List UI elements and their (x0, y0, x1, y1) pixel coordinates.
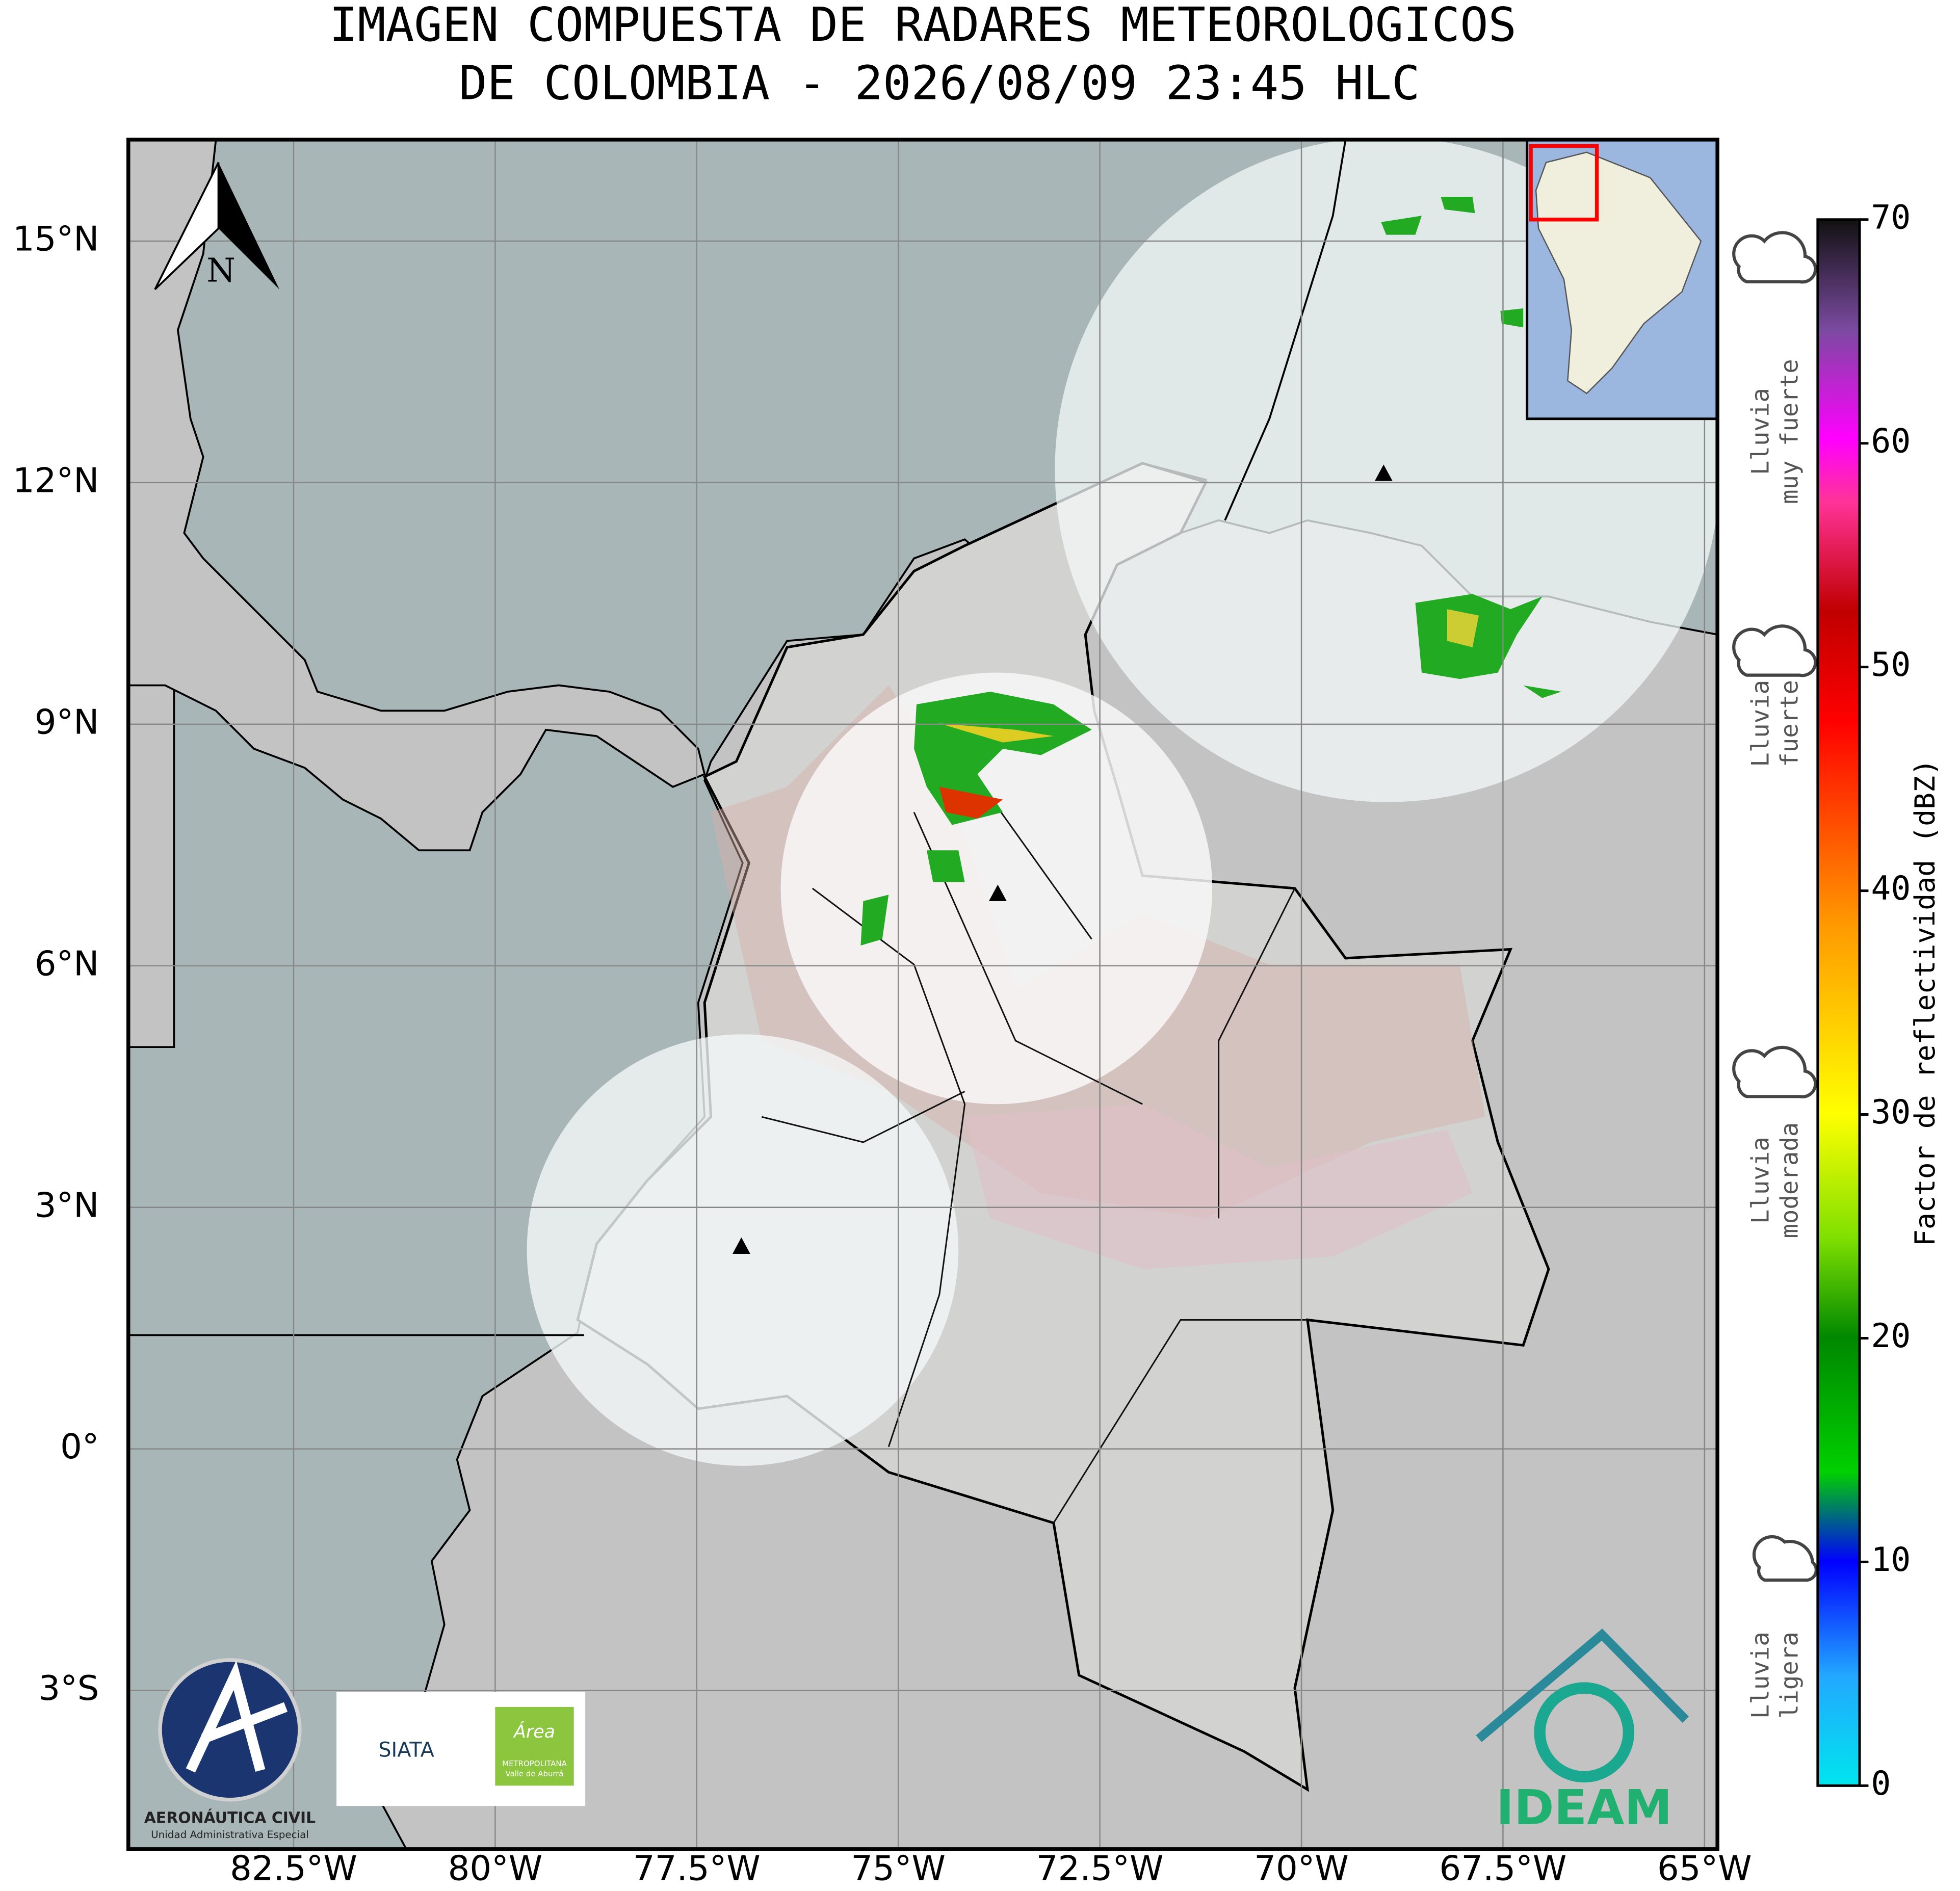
colorbar-ticks: 0 10 20 30 40 50 60 70 (1860, 198, 1911, 1803)
lon-tick-label: 82.5°W (230, 1849, 357, 1888)
admin-borders (761, 761, 1308, 1524)
ideam-logo (1476, 1629, 1689, 1742)
aerocivil-logo (186, 1660, 288, 1773)
legend-text: Lluvia (1746, 1632, 1774, 1719)
lat-tick-label: 3°N (35, 1185, 99, 1225)
title-line: DE COLOMBIA - 2026/08/09 23:45 HLC (459, 56, 1420, 111)
colorbar-tick-label: 60 (1871, 422, 1911, 460)
aerocivil-sub: Unidad Administrativa Especial (151, 1829, 309, 1841)
lon-tick-label: 77.5°W (633, 1849, 761, 1888)
legend-text: Lluvia (1746, 680, 1774, 767)
legend-text: ligera (1776, 1632, 1804, 1719)
lon-tick-label: 70°W (1254, 1849, 1349, 1888)
aerocivil-name: AERONÁUTICA CIVIL (144, 1809, 316, 1827)
area-logo (495, 1706, 574, 1786)
legend-text: moderada (1776, 1122, 1804, 1239)
colorbar-tick-label: 0 (1871, 1765, 1891, 1803)
legend-text: Lluvia (1746, 388, 1774, 475)
lat-tick-label: 12°N (13, 460, 99, 500)
ideam-logo (1534, 1682, 1635, 1783)
area-logo-text: Valle de Aburrá (505, 1769, 563, 1778)
lon-tick-label: 80°W (448, 1849, 543, 1888)
lat-tick-label: 9°N (35, 702, 99, 742)
north-label: N (206, 251, 236, 290)
rain-icons (1732, 231, 1818, 1582)
radar-echo (939, 786, 1003, 819)
colorbar-tick-label: 40 (1871, 870, 1911, 908)
land (128, 139, 706, 852)
colorbar-tick-label: 50 (1871, 646, 1911, 684)
lat-tick-label: 0° (60, 1427, 99, 1466)
inset-land (1535, 151, 1702, 395)
legend-text: muy fuerte (1776, 359, 1804, 504)
axis-labels: 15°N 12°N 9°N 6°N 3°N 0° 3°S 82.5°W 80°W 77.5°W 75… (13, 219, 1752, 1888)
radar-echo (939, 723, 1054, 743)
legend-text: Lluvia (1746, 1137, 1774, 1224)
lat-tick-label: 15°N (13, 219, 99, 258)
legend-text: fuerte (1776, 680, 1804, 767)
colorbar-tick-label: 10 (1871, 1541, 1911, 1579)
siata-logo: SIATA (378, 1739, 434, 1762)
lat-tick-label: 3°S (38, 1668, 99, 1708)
lon-tick-label: 75°W (851, 1849, 946, 1888)
colorbar-tick-label: 70 (1871, 198, 1911, 237)
lon-tick-label: 65°W (1657, 1849, 1752, 1888)
colorbar-label: Factor de reflectividad (dBZ) (1909, 759, 1941, 1246)
map-frame (126, 138, 1719, 1851)
lon-tick-label: 67.5°W (1440, 1849, 1567, 1888)
area-logo-text: Área (513, 1721, 555, 1742)
lon-tick-label: 72.5°W (1036, 1849, 1164, 1888)
colorbar-tick-label: 30 (1871, 1093, 1911, 1132)
inset-extent (1529, 144, 1599, 222)
radar-echo (926, 850, 965, 882)
map-area: N AERONÁUTICA CIVIL Unidad Administrativ… (128, 139, 1718, 1849)
lat-tick-label: 6°N (35, 943, 99, 983)
radar-echo (1447, 609, 1479, 647)
grid (128, 139, 1718, 1849)
area-logo-text: METROPOLITANA (502, 1759, 567, 1768)
colorbar (1816, 218, 1861, 1787)
radar-echo (1381, 196, 1561, 698)
title-line: IMAGEN COMPUESTA DE RADARES METEOROLOGIC… (329, 0, 1517, 52)
colorbar-tick-label: 20 (1871, 1317, 1911, 1355)
ideam-text: IDEAM (1496, 1780, 1672, 1836)
radar-echo (860, 895, 889, 946)
